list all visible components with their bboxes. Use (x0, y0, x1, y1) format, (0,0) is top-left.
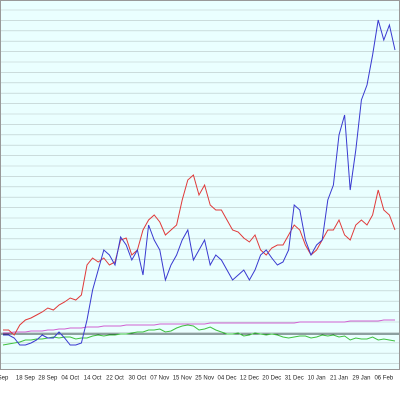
x-tick-label: 14 Oct (84, 376, 102, 382)
x-tick-label: 20 Dec (262, 376, 281, 382)
x-tick-label: 28 Sep (38, 376, 58, 382)
x-tick-label: 22 Oct (106, 376, 124, 382)
x-tick-label: 31 Dec (285, 376, 304, 382)
x-tick-label: 04 Dec (217, 376, 236, 382)
x-tick-label: 06 Feb (374, 376, 393, 382)
series-line (3, 174, 396, 336)
x-tick-label: 29 Jan (352, 376, 370, 382)
x-tick-label: 30 Oct (129, 376, 147, 382)
series-line (2, 324, 396, 346)
series-line (3, 19, 396, 346)
series-line (3, 319, 395, 334)
x-tick-label: 21 Jan (330, 376, 348, 382)
x-tick-label: 07 Nov (150, 376, 169, 382)
plot-background (0, 0, 400, 370)
x-tick-label: 10 Jan (308, 376, 326, 382)
x-tick-label: 18 Sep (16, 376, 36, 382)
x-tick-label: 12 Dec (240, 376, 259, 382)
x-tick-label: 04 Oct (61, 376, 79, 382)
x-tick-label: Sep (0, 376, 9, 382)
x-tick-label: 15 Nov (173, 376, 192, 382)
x-tick-label: 25 Nov (195, 376, 214, 382)
